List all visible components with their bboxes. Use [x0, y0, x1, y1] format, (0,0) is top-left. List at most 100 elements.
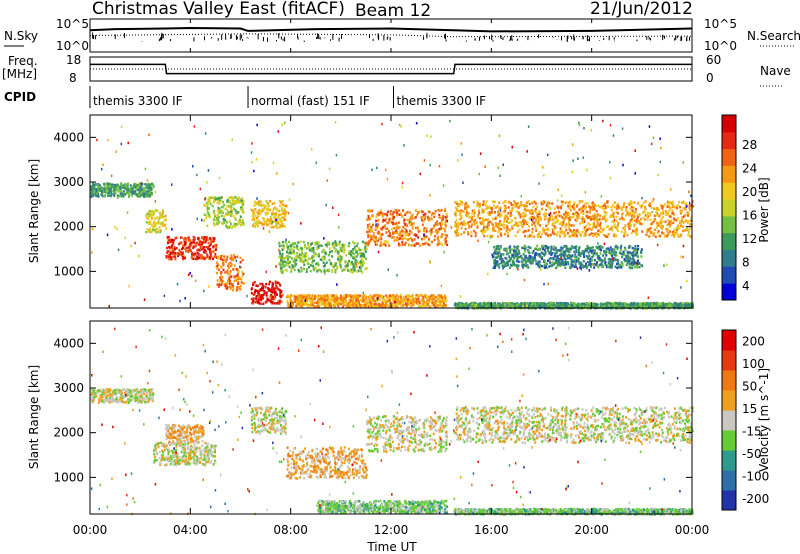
power-cell	[317, 262, 319, 265]
power-cell	[556, 304, 559, 307]
power-cell	[196, 249, 199, 252]
power-cell	[229, 270, 232, 273]
power-cell	[146, 212, 149, 216]
power-cell	[216, 197, 219, 200]
power-cell	[648, 202, 651, 205]
power-cell	[203, 248, 206, 252]
power-cell	[496, 223, 499, 226]
power-cell	[432, 303, 435, 307]
power-cell	[151, 210, 154, 213]
power-cell	[194, 252, 197, 256]
power-cell	[276, 293, 278, 296]
power-cell	[646, 228, 649, 231]
power-cell	[472, 200, 475, 204]
power-cell	[219, 280, 222, 283]
power-cell	[595, 218, 598, 221]
power-cell	[190, 241, 193, 245]
power-cell	[288, 296, 291, 299]
power-cell	[231, 283, 234, 286]
power-cell	[366, 301, 369, 304]
power-cell	[362, 296, 365, 299]
power-cell	[207, 247, 210, 250]
power-cell	[228, 220, 231, 223]
power-cell	[147, 211, 150, 214]
power-cell	[612, 234, 615, 238]
power-cell	[253, 200, 256, 204]
power-cell	[678, 234, 681, 237]
power-cell	[274, 281, 277, 285]
power-cell	[481, 203, 484, 207]
power-cell	[457, 226, 459, 229]
power-cell	[305, 254, 308, 258]
power-cell	[562, 302, 565, 305]
power-cell	[542, 213, 545, 217]
power-cell	[97, 188, 100, 191]
power-cell	[351, 295, 354, 298]
power-cell	[668, 215, 671, 218]
power-cell	[355, 298, 358, 302]
power-cell	[242, 272, 245, 276]
power-cell	[402, 238, 404, 241]
power-cell	[328, 302, 331, 305]
power-cell	[241, 197, 244, 200]
power-cell	[596, 232, 599, 236]
power-cell	[284, 212, 287, 216]
power-cell	[223, 203, 226, 207]
power-cell	[149, 185, 152, 188]
power-cell	[178, 242, 181, 246]
power-cell	[322, 265, 325, 268]
power-cell	[402, 304, 405, 307]
power-cell	[551, 227, 554, 231]
power-cell	[636, 302, 639, 305]
power-cell	[506, 220, 509, 223]
power-cell	[306, 268, 308, 271]
power-cell	[360, 257, 363, 260]
power-cell	[612, 214, 615, 217]
power-cell	[329, 294, 332, 297]
power-cell	[216, 279, 219, 282]
power-cell	[331, 303, 333, 306]
power-cell	[556, 302, 559, 305]
power-cell	[367, 217, 370, 220]
power-cell	[680, 233, 683, 236]
power-cell	[242, 200, 245, 203]
power-cell	[616, 224, 619, 227]
power-cell	[290, 302, 293, 305]
power-cell	[218, 196, 221, 200]
power-cell	[623, 234, 626, 238]
power-cell	[225, 212, 228, 216]
power-cell	[661, 216, 664, 219]
power-cell	[666, 205, 669, 209]
power-cell	[453, 230, 456, 233]
power-cell	[384, 213, 386, 216]
power-cell	[117, 186, 120, 190]
power-cell	[661, 231, 663, 234]
power-cell	[163, 219, 166, 222]
power-cell	[593, 206, 595, 209]
power-cell	[496, 205, 499, 208]
power-cell	[397, 298, 399, 302]
power-cell	[655, 301, 658, 305]
power-cell	[559, 235, 561, 238]
power-cell	[459, 211, 462, 214]
power-cell	[524, 213, 526, 216]
power-cell	[554, 221, 557, 224]
power-cell	[662, 212, 665, 215]
power-cell	[428, 210, 431, 214]
power-cell	[192, 257, 195, 261]
power-cell	[281, 200, 284, 203]
power-cell	[203, 246, 206, 249]
power-cell	[474, 231, 477, 235]
power-cell	[634, 208, 637, 211]
power-cell	[352, 248, 355, 251]
power-cell	[265, 204, 268, 208]
power-cell	[279, 291, 282, 295]
power-cell	[155, 209, 158, 212]
power-cell	[534, 207, 537, 211]
power-cell	[541, 207, 543, 211]
power-cell	[369, 233, 372, 237]
power-cell	[136, 193, 139, 196]
power-cell	[216, 267, 219, 270]
power-cell	[444, 216, 447, 219]
power-cell	[127, 182, 130, 185]
